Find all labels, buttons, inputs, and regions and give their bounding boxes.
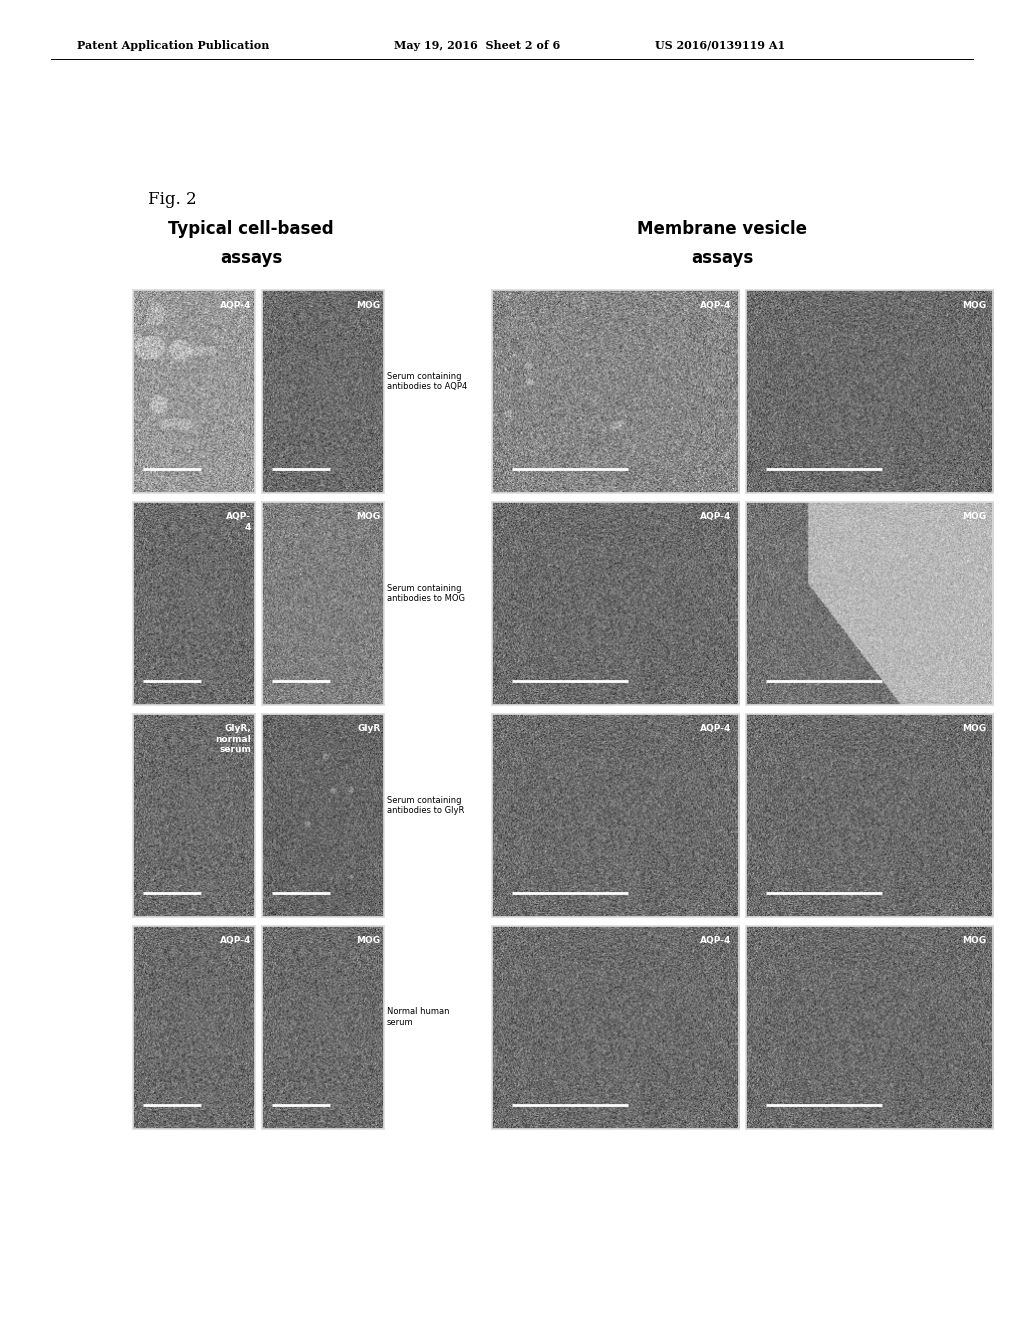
Text: Normal human
serum: Normal human serum bbox=[387, 1007, 450, 1027]
Text: Serum containing
antibodies to MOG: Serum containing antibodies to MOG bbox=[387, 583, 465, 603]
Text: AQP-
4: AQP- 4 bbox=[226, 512, 251, 532]
Text: Patent Application Publication: Patent Application Publication bbox=[77, 40, 269, 50]
Text: MOG: MOG bbox=[962, 936, 986, 945]
Text: Serum containing
antibodies to AQP4: Serum containing antibodies to AQP4 bbox=[387, 372, 467, 391]
Text: AQP-4: AQP-4 bbox=[700, 725, 731, 733]
Text: MOG: MOG bbox=[962, 301, 986, 309]
Text: Membrane vesicle: Membrane vesicle bbox=[637, 219, 807, 238]
Text: AQP-4: AQP-4 bbox=[700, 936, 731, 945]
Text: MOG: MOG bbox=[356, 936, 380, 945]
Text: Typical cell-based: Typical cell-based bbox=[168, 219, 334, 238]
Text: AQP-4: AQP-4 bbox=[220, 936, 251, 945]
Text: MOG: MOG bbox=[962, 725, 986, 733]
Text: Serum containing
antibodies to GlyR: Serum containing antibodies to GlyR bbox=[387, 796, 465, 814]
Text: MOG: MOG bbox=[356, 512, 380, 521]
Text: MOG: MOG bbox=[356, 301, 380, 309]
Text: Fig. 2: Fig. 2 bbox=[148, 191, 197, 209]
Text: assays: assays bbox=[691, 248, 753, 267]
Text: MOG: MOG bbox=[962, 512, 986, 521]
Text: GlyR,
normal
serum: GlyR, normal serum bbox=[216, 725, 251, 754]
Text: US 2016/0139119 A1: US 2016/0139119 A1 bbox=[655, 40, 785, 50]
Text: AQP-4: AQP-4 bbox=[700, 301, 731, 309]
Text: assays: assays bbox=[220, 248, 282, 267]
Text: GlyR: GlyR bbox=[357, 725, 380, 733]
Text: AQP-4: AQP-4 bbox=[700, 512, 731, 521]
Text: AQP-4: AQP-4 bbox=[220, 301, 251, 309]
Text: May 19, 2016  Sheet 2 of 6: May 19, 2016 Sheet 2 of 6 bbox=[394, 40, 560, 50]
